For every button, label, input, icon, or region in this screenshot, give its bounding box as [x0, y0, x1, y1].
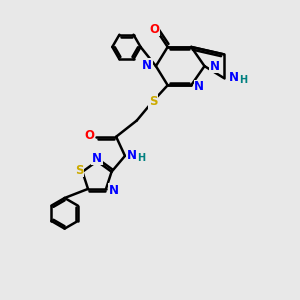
Text: N: N: [194, 80, 204, 93]
Text: O: O: [149, 23, 159, 36]
Text: H: H: [239, 75, 247, 85]
Text: N: N: [126, 149, 136, 162]
Text: N: N: [142, 59, 152, 72]
Text: H: H: [137, 153, 146, 163]
Text: N: N: [229, 71, 239, 84]
Text: N: N: [109, 184, 119, 197]
Text: N: N: [210, 60, 220, 73]
Text: S: S: [75, 164, 84, 177]
Text: N: N: [92, 152, 102, 165]
Text: O: O: [84, 129, 94, 142]
Text: S: S: [149, 95, 157, 108]
